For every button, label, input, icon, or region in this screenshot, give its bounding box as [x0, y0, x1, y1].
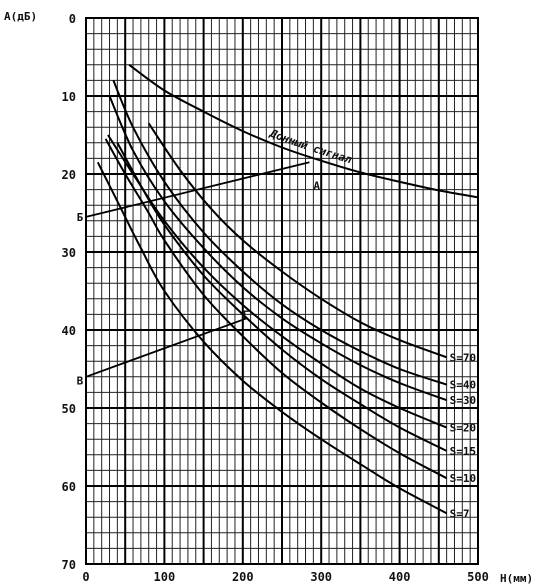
y-tick-label: 30	[62, 246, 76, 260]
curve-s-7	[96, 161, 448, 515]
y-tick-label: 40	[62, 324, 76, 338]
curves	[96, 63, 479, 515]
grid-major	[85, 17, 479, 565]
y-tick-label: 60	[62, 480, 76, 494]
y-tick-label: 50	[62, 402, 76, 416]
x-tick-label: 500	[467, 570, 489, 584]
grid-minor	[85, 17, 479, 565]
x-tick-label: 400	[389, 570, 411, 584]
aux-line-Г	[85, 317, 248, 378]
annotation-А: А	[313, 180, 320, 193]
curve-label-s-40: S=40	[450, 379, 477, 392]
y-tick-label: 20	[62, 168, 76, 182]
y-tick-label: 0	[69, 12, 76, 26]
curve-label-s-70: S=70	[450, 351, 477, 364]
curve-label-s-7: S=7	[450, 507, 470, 520]
x-axis-label: H(мм)	[500, 572, 533, 585]
annotation-Б: Б	[77, 211, 84, 224]
x-tick-label: 300	[310, 570, 332, 584]
curve-label-s-10: S=10	[450, 472, 477, 485]
annotations: Б В А Г	[77, 180, 321, 388]
curve-s-10	[104, 138, 448, 480]
x-tick-label: 0	[82, 570, 89, 584]
y-tick-label: 70	[62, 558, 76, 572]
curve-label-s-30: S=30	[450, 394, 477, 407]
curve-s-40	[112, 80, 447, 386]
y-tick-label: 10	[62, 90, 76, 104]
aux-line-А	[85, 161, 310, 218]
auxiliary-lines	[85, 161, 310, 378]
y-axis-label: A(дБ)	[4, 10, 37, 23]
curve-label-s-20: S=20	[450, 422, 477, 435]
curve-донный-сигнал	[128, 63, 479, 199]
curve-s-15	[116, 142, 448, 452]
x-tick-labels: 0 100 200 300 400 500	[82, 570, 488, 584]
curve-s-30	[108, 95, 447, 402]
x-tick-label: 100	[154, 570, 176, 584]
curve-label-s-15: S=15	[450, 445, 477, 458]
x-tick-label: 200	[232, 570, 254, 584]
annotation-Г: Г	[243, 308, 250, 321]
y-tick-labels: 0 10 20 30 40 50 60 70	[62, 12, 76, 572]
curve-s-70	[147, 122, 447, 359]
annotation-В: В	[77, 375, 84, 388]
